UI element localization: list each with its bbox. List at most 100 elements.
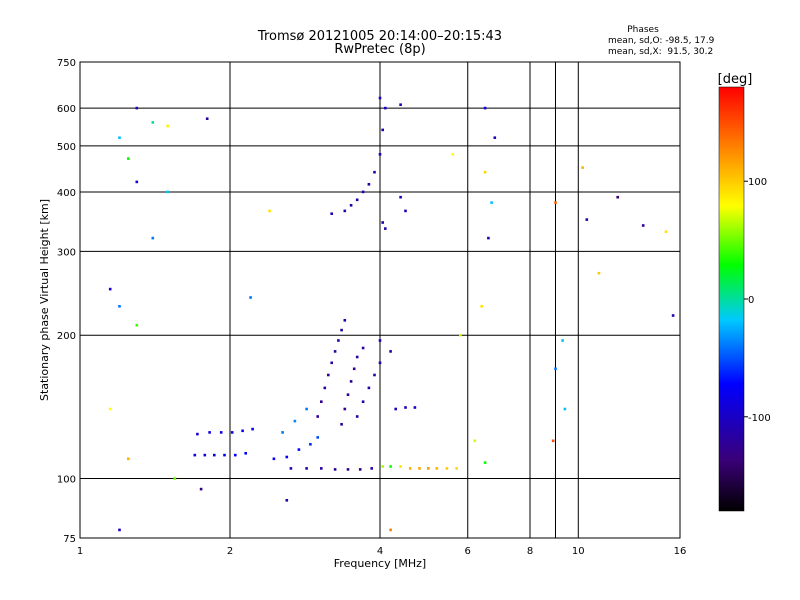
y-tick-labels: 75 100 200 300 400 500 600 750 [57,58,76,545]
data-point [349,204,353,207]
colorbar-label: [deg] [718,72,753,87]
data-point [554,201,557,204]
data-point [208,431,211,434]
data-point [333,468,337,471]
data-points [108,96,675,532]
x-tick-label: 1 [77,546,83,557]
data-point [493,136,497,139]
colorbar: [deg] 100 0 -100 [718,72,771,512]
data-point [389,465,392,468]
data-point [427,467,430,470]
phases-x-line: mean, sd,X: 91.5, 30.2 [608,47,713,57]
data-point [404,209,407,213]
data-point [118,305,121,308]
data-point [664,230,668,233]
y-axis-label: Stationary phase Virtual Height [km] [38,199,51,401]
colorbar-tick-label: 0 [748,295,754,306]
data-point [234,453,237,457]
chart-title: Tromsø 20121005 20:14:00–20:15:43 [257,29,502,44]
x-tick-label: 10 [572,546,585,557]
phases-o-line: mean, sd,O: -98.5, 17.9 [608,36,715,46]
y-tick-label: 200 [57,331,76,342]
data-point [381,465,384,468]
data-point [333,350,337,353]
data-point [355,355,359,359]
data-point [305,407,308,411]
data-point [297,448,301,451]
data-point [671,314,675,317]
data-point [193,453,197,457]
data-point [373,373,376,377]
data-point [166,124,169,128]
data-point [340,328,343,332]
data-point [135,323,139,327]
data-point [378,96,382,100]
data-point [330,212,333,215]
colorbar-tick-label: 100 [748,177,767,188]
data-point [199,487,203,491]
y-tick-label: 75 [63,534,76,545]
data-point [399,465,402,468]
y-tick-label: 100 [57,475,76,486]
data-point [118,136,121,139]
data-point [305,467,308,470]
data-point [381,221,384,224]
x-axis-label: Frequency [MHz] [334,557,426,570]
data-point [399,195,402,199]
data-point [118,528,121,532]
data-point [381,128,384,132]
data-point [127,157,130,160]
data-point [367,386,371,390]
data-point [285,499,289,502]
data-point [378,153,382,156]
data-point [361,190,365,194]
data-point [349,380,353,383]
data-point [483,106,487,110]
data-point [597,271,601,275]
data-point [551,439,555,443]
x-gridlines [79,62,681,538]
data-point [585,218,589,221]
data-point [483,170,487,174]
data-point [370,467,373,470]
data-point [384,227,387,230]
data-point [213,453,216,457]
x-tick-label: 8 [527,546,533,557]
x-tick-label: 16 [674,546,687,557]
data-point [108,407,112,411]
x-tick-label: 6 [465,546,471,557]
data-point [166,190,169,194]
data-point [135,106,139,110]
data-point [361,346,365,350]
data-point [367,183,371,186]
y-tick-label: 300 [57,247,76,258]
colorbar-tick-label: -100 [748,413,771,424]
data-point [483,461,487,464]
x-tick-labels: 1 2 4 6 8 10 16 [77,546,687,557]
data-point [330,361,333,365]
data-point [151,236,155,240]
data-point [473,439,477,443]
data-point [355,415,359,418]
data-point [281,431,284,434]
data-point [285,455,289,459]
data-point [641,224,645,227]
data-point [320,467,323,470]
data-point [451,153,455,156]
data-point [352,367,356,371]
colorbar-ticks: 100 0 -100 [744,177,771,424]
data-point [384,106,387,110]
data-point [127,457,130,461]
data-point [337,339,340,342]
data-point [268,209,271,213]
y-gridlines [80,61,680,539]
y-tick-label: 500 [57,142,76,153]
data-point [581,166,584,169]
data-point [378,339,382,342]
data-point [490,201,493,204]
data-point [343,209,347,213]
chart-subtitle: RwPretec (8p) [334,42,425,57]
data-point [272,457,276,461]
data-point [203,453,207,457]
data-point [394,407,397,411]
